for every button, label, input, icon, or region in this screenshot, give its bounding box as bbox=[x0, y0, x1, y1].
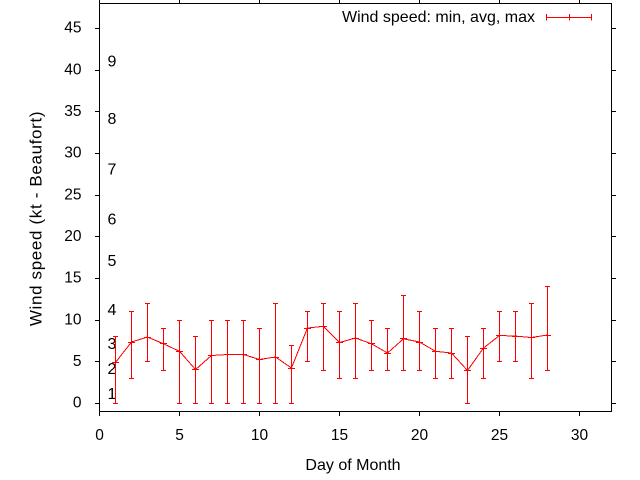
svg-text:5: 5 bbox=[73, 353, 82, 370]
svg-text:7: 7 bbox=[108, 162, 117, 179]
svg-text:30: 30 bbox=[571, 427, 589, 444]
svg-text:20: 20 bbox=[64, 228, 82, 245]
svg-text:4: 4 bbox=[108, 302, 117, 319]
svg-text:1: 1 bbox=[108, 386, 117, 403]
svg-text:30: 30 bbox=[64, 145, 82, 162]
svg-text:25: 25 bbox=[491, 427, 508, 444]
svg-text:3: 3 bbox=[108, 336, 117, 353]
svg-text:10: 10 bbox=[251, 427, 269, 444]
svg-text:15: 15 bbox=[64, 270, 81, 287]
svg-text:9: 9 bbox=[108, 54, 117, 71]
svg-text:5: 5 bbox=[108, 253, 117, 270]
svg-text:8: 8 bbox=[108, 111, 117, 128]
svg-text:15: 15 bbox=[331, 427, 348, 444]
svg-text:40: 40 bbox=[64, 61, 82, 78]
svg-text:5: 5 bbox=[175, 427, 184, 444]
svg-text:35: 35 bbox=[64, 103, 81, 120]
svg-text:20: 20 bbox=[411, 427, 429, 444]
svg-text:0: 0 bbox=[73, 395, 82, 412]
svg-text:0: 0 bbox=[95, 427, 104, 444]
svg-text:Wind speed (kt - Beaufort): Wind speed (kt - Beaufort) bbox=[27, 111, 46, 326]
svg-text:45: 45 bbox=[64, 20, 81, 37]
svg-text:2: 2 bbox=[108, 361, 117, 378]
svg-text:Wind speed: min, avg, max: Wind speed: min, avg, max bbox=[342, 9, 535, 26]
svg-text:Day of Month: Day of Month bbox=[305, 457, 400, 474]
svg-text:6: 6 bbox=[108, 211, 117, 228]
svg-text:10: 10 bbox=[64, 311, 82, 328]
svg-text:25: 25 bbox=[64, 186, 81, 203]
